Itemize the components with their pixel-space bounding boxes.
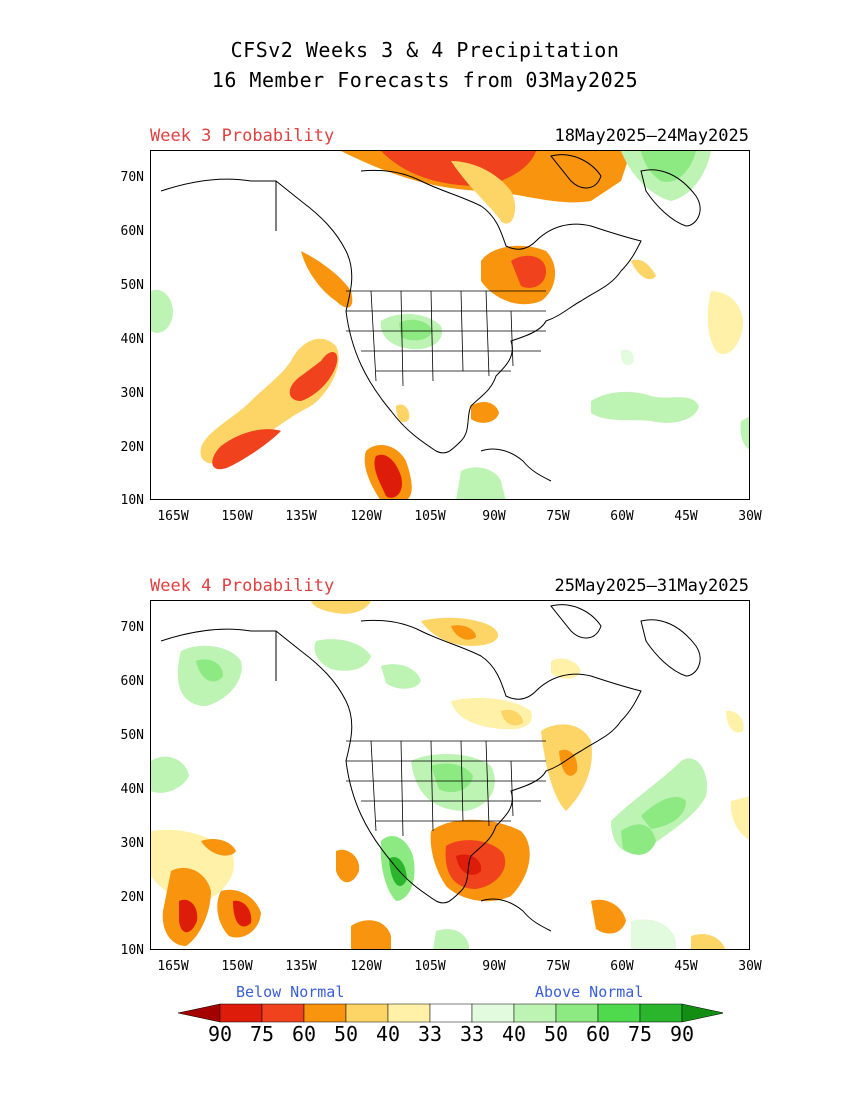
week3-lon-tick: 120W — [350, 509, 382, 524]
legend-swatch — [219, 1003, 263, 1023]
legend-value: 33 — [459, 1022, 485, 1046]
legend-swatch — [429, 1003, 473, 1023]
week4-below-areas — [151, 601, 749, 949]
week3-lat-tick: 20N — [120, 440, 144, 455]
legend-swatch — [555, 1003, 599, 1023]
week4-coastlines — [160, 604, 701, 932]
week3-borders — [346, 290, 546, 387]
week4-lon-tick: 30W — [738, 959, 762, 974]
week3-lon-tick: 135W — [285, 509, 317, 524]
legend-swatch — [345, 1003, 389, 1023]
week3-lon-tick: 165W — [157, 509, 189, 524]
week3-lat-tick: 50N — [120, 278, 144, 293]
week3-lon-tick: 45W — [674, 509, 698, 524]
week3-lat-tick: 70N — [120, 170, 144, 185]
legend-swatch — [261, 1003, 305, 1023]
week3-dates: 18May2025—24May2025 — [554, 126, 749, 146]
week3-lat-tick: 30N — [120, 386, 144, 401]
week3-lon-tick: 75W — [546, 509, 570, 524]
week3-above-areas — [151, 151, 749, 499]
week4-lat-tick: 50N — [120, 728, 144, 743]
week3-lon-tick: 105W — [414, 509, 446, 524]
week4-dates: 25May2025—31May2025 — [554, 576, 749, 596]
legend-value: 50 — [543, 1022, 569, 1046]
week3-lat-tick: 40N — [120, 332, 144, 347]
legend-value: 90 — [207, 1022, 233, 1046]
week4-map — [150, 600, 750, 950]
week4-lon-tick: 105W — [414, 959, 446, 974]
week3-lon-tick: 30W — [738, 509, 762, 524]
week4-lon-tick: 60W — [610, 959, 634, 974]
legend-swatch — [471, 1003, 515, 1023]
week3-lon-tick: 60W — [610, 509, 634, 524]
week4-lon-tick: 120W — [350, 959, 382, 974]
week3-map — [150, 150, 750, 500]
week3-lon-tick: 90W — [482, 509, 506, 524]
week3-coastlines — [160, 154, 701, 482]
week3-lat-tick: 10N — [120, 493, 144, 508]
week4-label: Week 4 Probability — [150, 576, 335, 596]
legend-color-bar — [178, 1003, 723, 1023]
legend-arrow-left — [178, 1003, 221, 1023]
legend-value: 33 — [417, 1022, 443, 1046]
week4-lon-tick: 165W — [157, 959, 189, 974]
legend-value: 60 — [585, 1022, 611, 1046]
legend-value: 90 — [669, 1022, 695, 1046]
week4-borders — [346, 740, 546, 837]
week4-lon-tick: 75W — [546, 959, 570, 974]
week4-lat-tick: 60N — [120, 674, 144, 689]
week4-lat-tick: 70N — [120, 620, 144, 635]
week4-above-areas — [151, 639, 707, 949]
week3-lat-tick: 60N — [120, 224, 144, 239]
chart-title-line1: CFSv2 Weeks 3 & 4 Precipitation — [230, 38, 620, 62]
week4-lat-tick: 40N — [120, 782, 144, 797]
legend-above-label: Above Normal — [535, 983, 644, 1001]
legend-value: 75 — [627, 1022, 653, 1046]
legend-swatch — [639, 1003, 683, 1023]
legend-value: 40 — [501, 1022, 527, 1046]
legend-swatch — [387, 1003, 431, 1023]
legend-swatch — [303, 1003, 347, 1023]
week4-lon-tick: 150W — [221, 959, 253, 974]
week4-lat-tick: 20N — [120, 890, 144, 905]
legend-value: 40 — [375, 1022, 401, 1046]
week3-label: Week 3 Probability — [150, 126, 335, 146]
legend-swatch — [513, 1003, 557, 1023]
week4-lat-tick: 10N — [120, 943, 144, 958]
week4-map-canvas — [151, 601, 749, 949]
legend-swatch — [597, 1003, 641, 1023]
week3-lon-tick: 150W — [221, 509, 253, 524]
legend-below-label: Below Normal — [236, 983, 345, 1001]
legend-arrow-right — [681, 1003, 723, 1023]
legend-value: 60 — [291, 1022, 317, 1046]
chart-title-line2: 16 Member Forecasts from 03May2025 — [211, 68, 639, 92]
legend-value: 50 — [333, 1022, 359, 1046]
week4-lon-tick: 135W — [285, 959, 317, 974]
legend-value: 75 — [249, 1022, 275, 1046]
week4-lon-tick: 45W — [674, 959, 698, 974]
week4-lat-tick: 30N — [120, 836, 144, 851]
week3-below-areas — [200, 151, 743, 499]
week4-lon-tick: 90W — [482, 959, 506, 974]
week3-map-canvas — [151, 151, 749, 499]
